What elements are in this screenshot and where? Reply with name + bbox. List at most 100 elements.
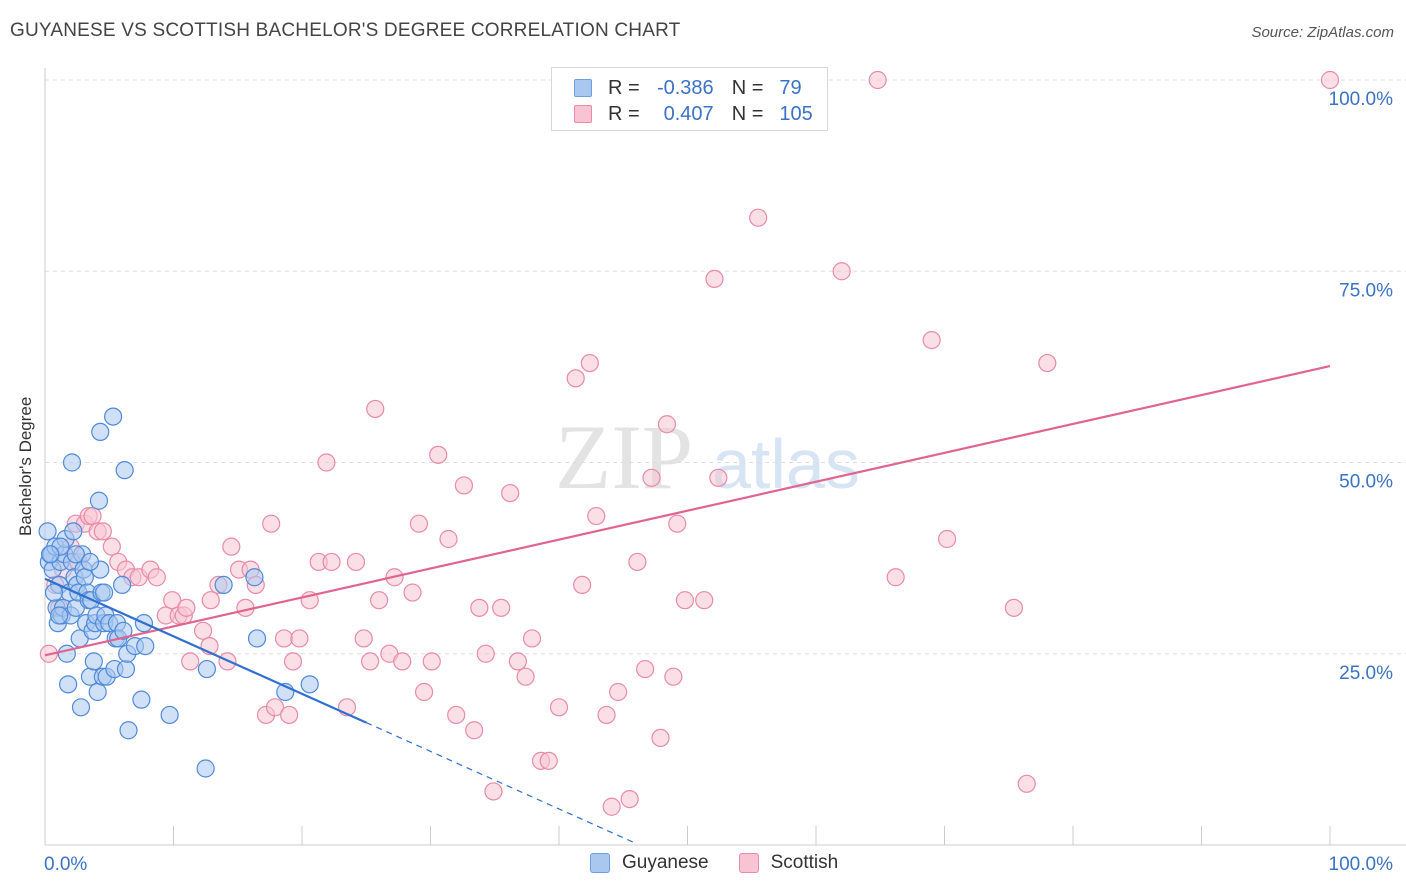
data-point	[201, 591, 220, 610]
data-point	[642, 468, 661, 487]
series-swatch-scottish	[738, 853, 759, 873]
data-point	[403, 583, 422, 602]
data-point	[1004, 598, 1023, 617]
data-point	[366, 399, 385, 419]
data-point	[539, 751, 558, 770]
data-point	[147, 568, 166, 587]
data-point	[214, 575, 233, 595]
data-point	[454, 476, 474, 495]
data-point	[709, 468, 728, 487]
data-point	[160, 705, 179, 725]
data-point	[1017, 774, 1036, 793]
data-point	[132, 690, 151, 709]
data-point	[429, 445, 448, 464]
data-point	[602, 797, 621, 816]
data-point	[114, 621, 133, 640]
data-point	[265, 698, 285, 717]
data-point	[119, 721, 138, 740]
data-point	[587, 506, 606, 526]
x-tick-label-max: 100.0%	[1329, 854, 1394, 875]
data-point	[163, 591, 182, 610]
data-point	[580, 353, 599, 373]
series-legend-guyanese[interactable]: Guyanese	[590, 852, 709, 874]
data-point	[196, 759, 215, 778]
data-point	[66, 545, 85, 564]
data-point	[64, 522, 83, 541]
data-point	[197, 659, 217, 679]
data-point	[832, 262, 851, 281]
data-point	[422, 652, 441, 671]
trend-lines	[44, 365, 1331, 845]
data-point	[222, 537, 241, 556]
data-point	[71, 698, 91, 717]
data-point	[501, 484, 520, 503]
data-point	[322, 552, 341, 572]
legend-swatch-scottish	[574, 105, 592, 123]
y-tick-label: 100.0%	[1329, 89, 1394, 110]
data-point	[274, 629, 294, 648]
data-point	[95, 583, 114, 602]
data-point	[465, 721, 484, 740]
y-tick-label: 50.0%	[1339, 472, 1393, 493]
data-point	[75, 568, 94, 587]
legend-row-scottish: R = 0.407 N = 105	[574, 103, 813, 125]
data-point	[262, 514, 281, 533]
data-point	[705, 269, 724, 288]
guyanese-trend-line	[44, 577, 367, 724]
data-point	[38, 522, 57, 541]
data-point	[1038, 353, 1057, 373]
data-point	[664, 667, 683, 686]
guyanese-trend-extension	[366, 722, 637, 845]
data-point	[136, 636, 155, 656]
data-point	[886, 568, 905, 587]
stats-legend: R = -0.386 N = 79 R = 0.407 N = 105	[551, 67, 828, 131]
data-point	[439, 529, 458, 549]
data-point	[447, 705, 466, 725]
data-point	[84, 652, 103, 671]
data-point	[370, 591, 389, 610]
data-point	[651, 728, 670, 748]
y-tick-label: 25.0%	[1339, 663, 1393, 684]
data-point	[300, 675, 319, 694]
watermark-atlas: atlas	[712, 425, 860, 503]
data-point	[193, 621, 213, 640]
axes	[44, 68, 1406, 846]
data-point	[245, 568, 264, 587]
data-point	[522, 629, 542, 648]
source-credit: Source: ZipAtlas.com	[1251, 24, 1394, 41]
data-point	[89, 491, 109, 510]
watermark: ZIP atlas	[555, 406, 860, 508]
data-point	[280, 705, 299, 725]
data-point	[668, 514, 687, 533]
data-point	[628, 552, 647, 572]
data-point	[549, 698, 569, 717]
series-swatch-guyanese	[590, 853, 610, 873]
data-point	[937, 529, 957, 549]
legend-swatch-guyanese	[574, 79, 592, 97]
data-point	[290, 629, 309, 648]
data-point	[181, 652, 200, 671]
data-point	[409, 514, 429, 533]
legend-r-value: -0.386	[656, 76, 714, 99]
data-point	[41, 545, 60, 564]
legend-row-guyanese: R = -0.386 N = 79	[574, 77, 802, 99]
data-point	[516, 667, 535, 686]
data-point	[115, 461, 134, 480]
data-point	[749, 208, 768, 227]
data-point	[83, 506, 102, 526]
data-point	[346, 552, 366, 572]
data-point	[93, 522, 112, 541]
series-legend-scottish[interactable]: Scottish	[738, 852, 838, 874]
data-point	[116, 659, 136, 679]
data-point	[635, 659, 655, 679]
data-point	[484, 782, 503, 801]
data-point	[620, 789, 639, 809]
data-point	[566, 369, 585, 388]
y-tick-label: 75.0%	[1339, 280, 1393, 301]
data-point	[1320, 70, 1340, 90]
data-point	[476, 644, 495, 663]
data-point	[104, 407, 123, 426]
data-point	[393, 652, 412, 671]
legend-n-label: N =	[731, 102, 764, 125]
